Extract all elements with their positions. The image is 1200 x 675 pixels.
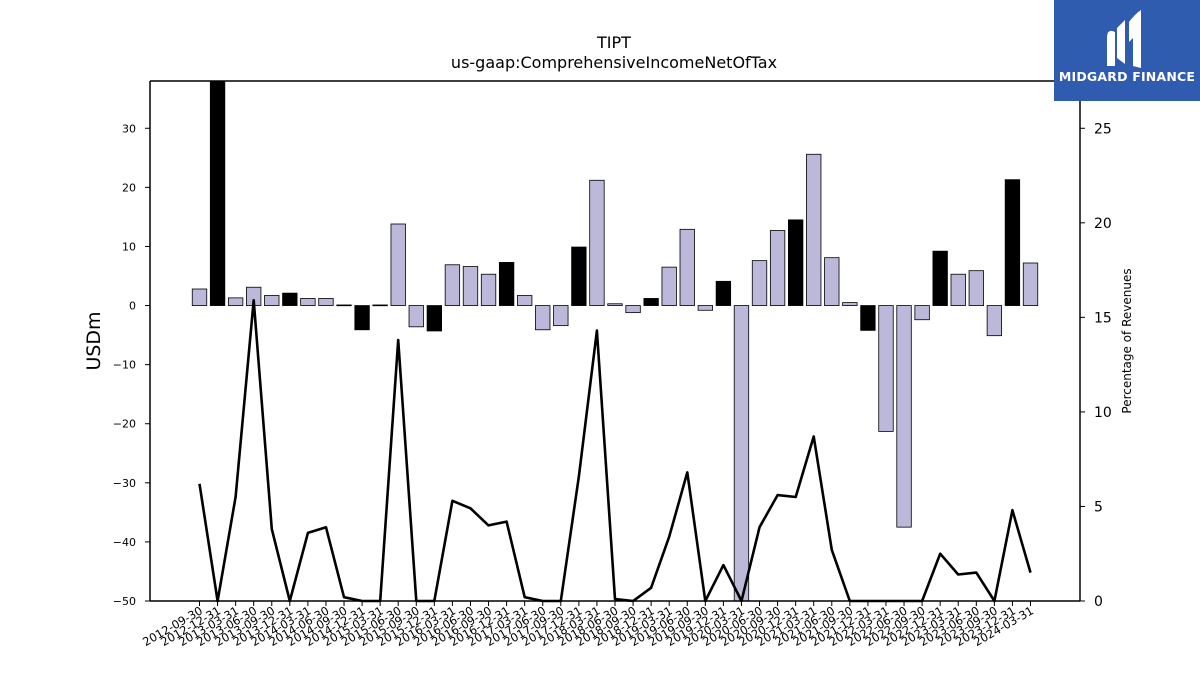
bar-2017-09-30 [553, 305, 569, 327]
bar-2014-09-30 [336, 304, 352, 307]
y-tick-label: 20 [122, 181, 136, 194]
bar-2019-03-31 [661, 266, 677, 306]
chart-title: TIPT [596, 33, 631, 52]
logo-badge: MIDGARD FINANCE [1054, 0, 1200, 101]
bar-2023-03-31 [950, 273, 966, 306]
y2-tick-label: 25 [1094, 121, 1112, 137]
bar-2017-12-31 [571, 246, 587, 306]
bar-2023-12-31 [1004, 179, 1021, 306]
bar-2018-09-30 [625, 305, 641, 314]
bar-2017-06-30 [535, 305, 551, 331]
bar-2015-03-31 [372, 304, 388, 307]
bar-2015-12-31 [426, 305, 442, 332]
bar-2021-03-31 [806, 153, 822, 306]
bar-2016-06-30 [462, 266, 479, 306]
y2-tick-label: 0 [1094, 594, 1103, 610]
bar-2012-09-30 [191, 288, 208, 306]
chart-subtitle: us-gaap:ComprehensiveIncomeNetOfTax [451, 53, 777, 72]
y2-tick-label: 20 [1094, 216, 1112, 232]
bar-2014-03-31 [300, 298, 316, 306]
y2-tick-label: 5 [1094, 499, 1103, 515]
y-tick-label: −40 [113, 536, 136, 549]
bar-2016-12-31 [498, 262, 515, 306]
bar-2018-06-30 [607, 303, 623, 306]
y-tick-label: 30 [122, 122, 136, 135]
bar-2014-06-30 [318, 298, 334, 306]
bar-2018-03-31 [589, 179, 605, 306]
bar-2019-09-30 [697, 305, 713, 311]
bar-2021-09-30 [842, 302, 858, 306]
bar-2016-09-30 [480, 273, 497, 306]
y-tick-label: −10 [113, 359, 136, 372]
y-tick-label: −30 [113, 477, 136, 490]
bar-2022-09-30 [914, 305, 930, 321]
y2-tick-label: 10 [1094, 405, 1112, 421]
bar-2020-06-30 [751, 260, 768, 306]
bar-2015-06-30 [390, 223, 406, 306]
bar-2023-06-30 [968, 270, 984, 306]
y-tick-label: −50 [113, 595, 136, 608]
bar-2021-06-30 [824, 257, 840, 306]
bar-2019-06-30 [679, 228, 695, 306]
y2-axis-label: Percentage of Revenues [1120, 268, 1134, 413]
bar-2021-12-31 [860, 305, 876, 331]
bar-2020-09-30 [769, 230, 786, 306]
bar-2024-03-31 [1022, 262, 1039, 306]
bar-2022-12-31 [932, 250, 948, 306]
bar-2022-06-30 [896, 305, 912, 528]
y-axis-label: USDm [83, 311, 105, 370]
y-tick-label: 10 [122, 240, 136, 253]
bar-2020-12-31 [788, 219, 804, 306]
bar-2013-03-31 [227, 297, 244, 306]
bar-2013-09-30 [264, 295, 280, 306]
bar-2019-12-31 [715, 280, 732, 306]
bar-2023-09-30 [986, 305, 1003, 337]
bar-2022-03-31 [878, 305, 894, 432]
bar-2017-03-31 [517, 295, 533, 306]
bar-2018-12-31 [643, 298, 659, 306]
y-tick-label: 0 [129, 300, 136, 313]
bar-2015-09-30 [408, 305, 424, 328]
logo-name: MIDGARD FINANCE [1058, 69, 1196, 84]
y2-tick-label: 15 [1094, 310, 1112, 326]
bar-2013-12-31 [282, 292, 298, 306]
y-tick-label: −20 [113, 418, 136, 431]
bar-series [191, 80, 1039, 602]
axes: −50−40−30−20−10010203005101520252012-09-… [113, 80, 1112, 649]
bar-2020-03-31 [733, 305, 750, 602]
midgard-logo-icon [1107, 10, 1141, 68]
bar-2014-12-31 [354, 305, 370, 331]
bar-2016-03-31 [444, 264, 461, 306]
bar-2012-12-31 [209, 80, 226, 306]
